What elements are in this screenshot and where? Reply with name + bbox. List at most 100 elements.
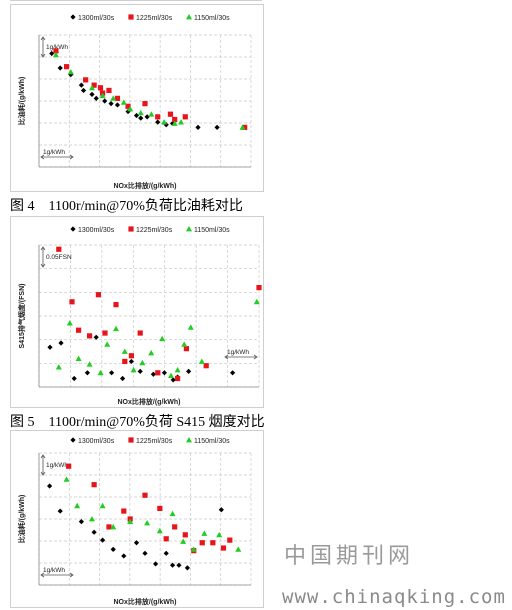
data-point xyxy=(242,124,248,130)
data-point xyxy=(120,99,127,105)
data-point xyxy=(113,325,119,332)
data-point xyxy=(157,505,163,512)
data-point xyxy=(137,109,144,116)
scatter-chart-1: 1300ml/30s 1225ml/30s 1150ml/30s 比油耗/(g/kWh… xyxy=(17,14,252,190)
watermark-chinese-text: 中国期刊网 xyxy=(284,544,415,569)
data-point xyxy=(56,246,62,252)
x-reference-label: 1g/kWh xyxy=(43,567,65,574)
data-point xyxy=(93,334,99,340)
data-point xyxy=(120,375,126,382)
x-axis-label: NOx比排放/(g/kWh) xyxy=(114,597,177,606)
legend-marker-1225 xyxy=(128,14,134,20)
arrow-head-icon xyxy=(69,154,74,160)
top-border xyxy=(10,0,262,5)
data-point xyxy=(58,340,64,346)
data-point xyxy=(102,330,108,336)
data-point xyxy=(172,524,178,530)
data-point xyxy=(57,508,63,514)
data-point xyxy=(181,341,188,347)
data-point xyxy=(155,114,161,120)
data-point xyxy=(89,84,95,91)
data-point xyxy=(168,372,174,379)
data-point xyxy=(55,364,62,370)
data-point xyxy=(49,50,55,57)
data-point xyxy=(78,82,84,88)
data-point xyxy=(214,124,220,130)
data-point xyxy=(144,114,150,120)
legend: 1300ml/30s 1225ml/30s 1150ml/30s xyxy=(70,14,230,22)
data-point xyxy=(178,119,185,125)
data-point xyxy=(91,529,97,535)
y-axis-label: 比油耗/(g/kWh) xyxy=(17,77,26,126)
legend-label: 1300ml/30s xyxy=(78,438,115,445)
data-point xyxy=(86,361,93,367)
legend: 1300ml/30s 1225ml/30s 1150ml/30s xyxy=(70,437,230,445)
arrow-head-icon xyxy=(40,263,46,268)
data-point xyxy=(155,119,161,125)
data-point xyxy=(108,101,114,107)
data-point xyxy=(161,119,168,125)
series-1225 xyxy=(66,463,233,554)
data-point xyxy=(110,523,117,530)
legend-label: 1300ml/30s xyxy=(78,227,115,234)
legend-marker-1150 xyxy=(186,437,192,443)
data-point xyxy=(128,358,134,365)
arrow-head-icon xyxy=(40,53,46,58)
data-point xyxy=(184,565,190,571)
data-point xyxy=(127,105,134,112)
data-point xyxy=(159,335,166,342)
series-1300 xyxy=(49,50,220,130)
data-point xyxy=(175,375,181,382)
figure-5-caption: 图 5 1100r/min@70%负荷 S415 烟度对比 xyxy=(10,415,265,430)
series-1300 xyxy=(47,334,236,383)
data-point xyxy=(109,370,115,376)
watermark-url: www.chinaqking.com xyxy=(282,586,506,608)
series-1300 xyxy=(47,483,224,571)
data-point xyxy=(102,98,108,104)
legend-label: 1150ml/30s xyxy=(194,227,230,234)
legend-marker-1300 xyxy=(70,14,76,20)
data-point xyxy=(133,540,140,546)
data-point xyxy=(71,375,77,382)
data-point xyxy=(153,561,159,567)
data-point xyxy=(156,527,163,534)
legend-marker-1225 xyxy=(128,226,134,232)
data-point xyxy=(169,510,176,517)
data-point xyxy=(142,101,148,107)
data-point xyxy=(93,95,99,101)
data-point xyxy=(216,531,223,538)
arrow-head-icon xyxy=(69,572,74,578)
data-point xyxy=(130,366,137,373)
data-point xyxy=(69,299,75,305)
chart-panel-3: 1300ml/30s 1225ml/30s 1150ml/30s 比油耗/(g/kWh… xyxy=(10,430,264,608)
data-point xyxy=(113,302,119,308)
data-point xyxy=(142,550,148,556)
data-point xyxy=(198,358,205,364)
data-point xyxy=(114,95,121,101)
data-point xyxy=(89,516,95,522)
data-point xyxy=(137,330,143,336)
data-point xyxy=(97,369,104,376)
data-point xyxy=(99,92,106,99)
y-axis-label: 比油耗/(g/kWh) xyxy=(17,495,26,544)
legend-label: 1225ml/30s xyxy=(136,15,173,22)
data-point xyxy=(127,518,134,525)
data-point xyxy=(155,370,161,376)
series-1150 xyxy=(52,51,246,130)
data-point xyxy=(183,346,189,352)
legend-label: 1150ml/30s xyxy=(194,15,230,22)
data-point xyxy=(100,537,106,543)
data-point xyxy=(137,368,143,374)
data-point xyxy=(176,562,182,568)
grid xyxy=(38,244,260,388)
arrow-head-icon xyxy=(40,246,46,251)
figure-4-caption: 图 4 1100r/min@70%负荷比油耗对比 xyxy=(10,199,243,214)
data-point xyxy=(47,483,53,489)
data-point xyxy=(161,370,167,376)
data-point xyxy=(83,77,89,83)
data-point xyxy=(187,324,194,330)
data-point xyxy=(144,519,151,526)
data-point xyxy=(121,348,128,354)
data-point xyxy=(138,115,144,121)
data-point xyxy=(95,292,101,298)
